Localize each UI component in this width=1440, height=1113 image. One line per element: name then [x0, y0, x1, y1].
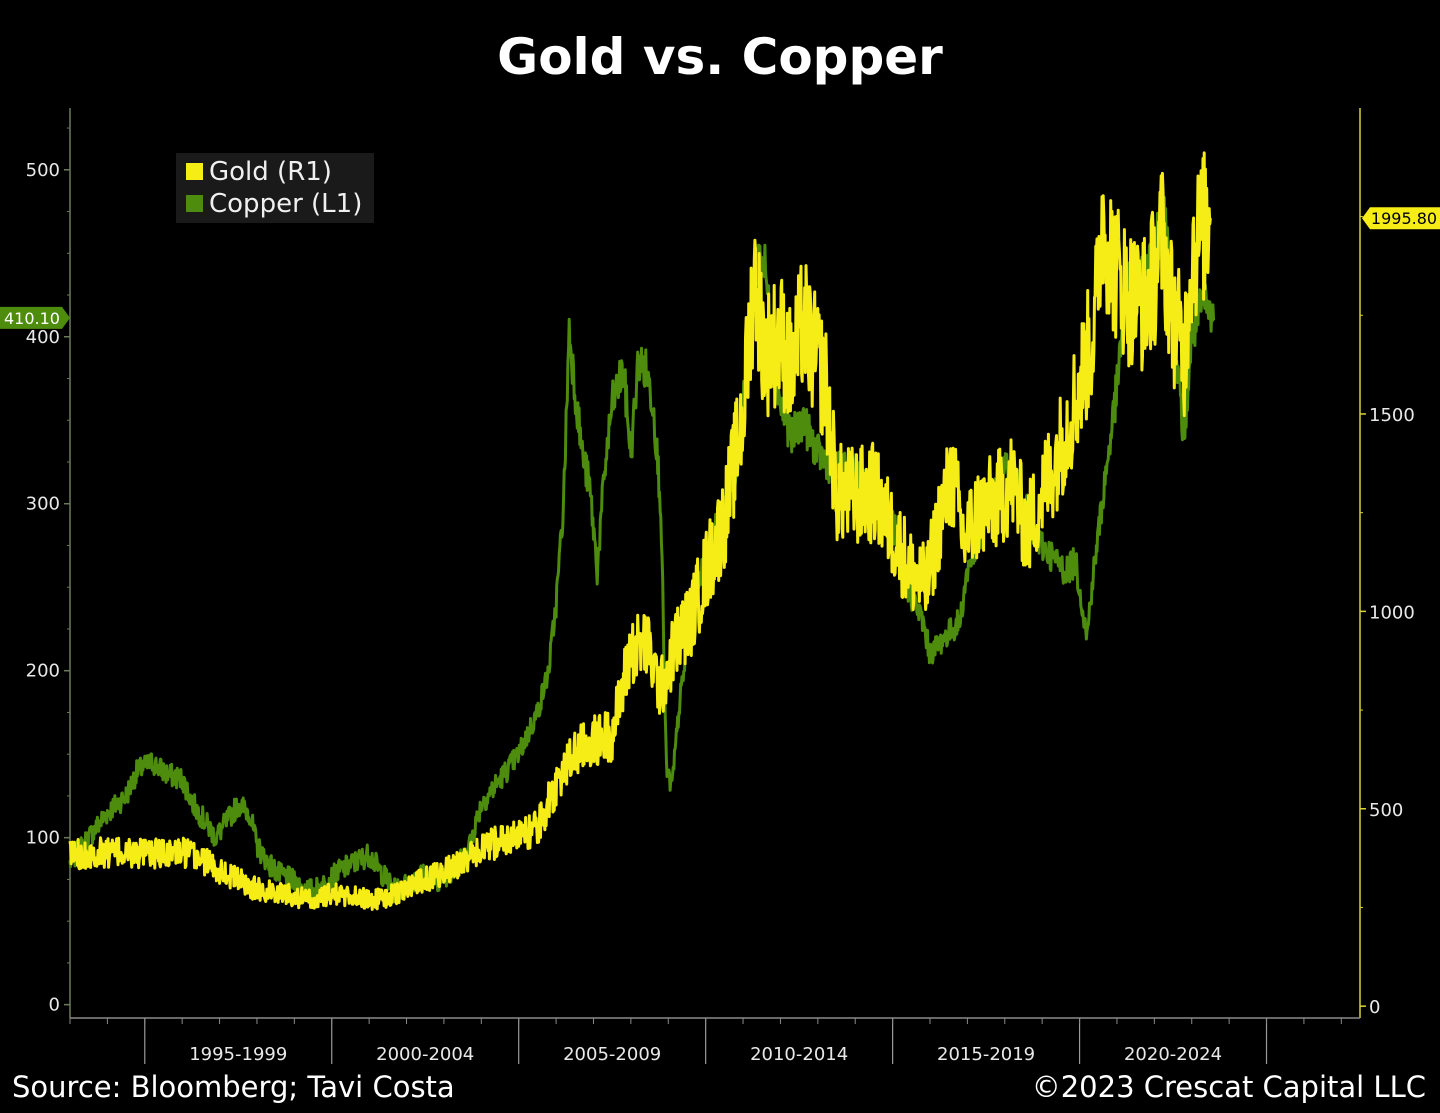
legend-swatch-gold	[186, 163, 203, 180]
x-tick-label: 2020-2024	[1124, 1044, 1222, 1065]
left-tick-label: 100	[26, 828, 60, 849]
right-tick-label: 500	[1369, 800, 1403, 821]
left-tick-label: 200	[26, 661, 60, 682]
right-tick-label: 1000	[1369, 602, 1415, 623]
left-tick-label: 0	[49, 995, 60, 1016]
copper-last-value-flag	[0, 306, 70, 329]
legend-swatch-copper	[186, 195, 203, 212]
x-tick-label: 2000-2004	[376, 1044, 474, 1065]
gold-last-value-flag	[1362, 207, 1440, 230]
last-value-labels: 410.10 1995.80	[0, 207, 1440, 329]
gold-series-line	[68, 151, 1212, 911]
left-tick-label: 500	[26, 160, 60, 181]
legend: Gold (R1)Copper (L1)	[176, 153, 374, 223]
gold-last-value: 1995.80	[1371, 209, 1437, 228]
left-tick-label: 300	[26, 494, 60, 515]
right-tick-label: 0	[1369, 997, 1380, 1018]
copper-series-line	[68, 195, 1216, 904]
left-tick-label: 400	[26, 327, 60, 348]
source-note: Source: Bloomberg; Tavi Costa	[12, 1070, 455, 1104]
chart-title: Gold vs. Copper	[497, 28, 943, 86]
legend-label-copper: Copper (L1)	[209, 189, 362, 219]
copper-last-value: 410.10	[4, 309, 60, 328]
x-tick-label: 1995-1999	[189, 1044, 287, 1065]
right-tick-label: 1500	[1369, 405, 1415, 426]
x-tick-label: 2010-2014	[750, 1044, 848, 1065]
x-tick-label: 2005-2009	[563, 1044, 661, 1065]
axes-layer: 0 100 200 300 400 500 0 500 1000 1500 1995-1999 200…	[26, 108, 1415, 1065]
copyright-note: ©2023 Crescat Capital LLC	[1031, 1070, 1426, 1104]
series-layer	[68, 151, 1216, 911]
legend-label-gold: Gold (R1)	[209, 157, 332, 187]
legend-box	[176, 153, 374, 223]
x-tick-label: 2015-2019	[937, 1044, 1035, 1065]
